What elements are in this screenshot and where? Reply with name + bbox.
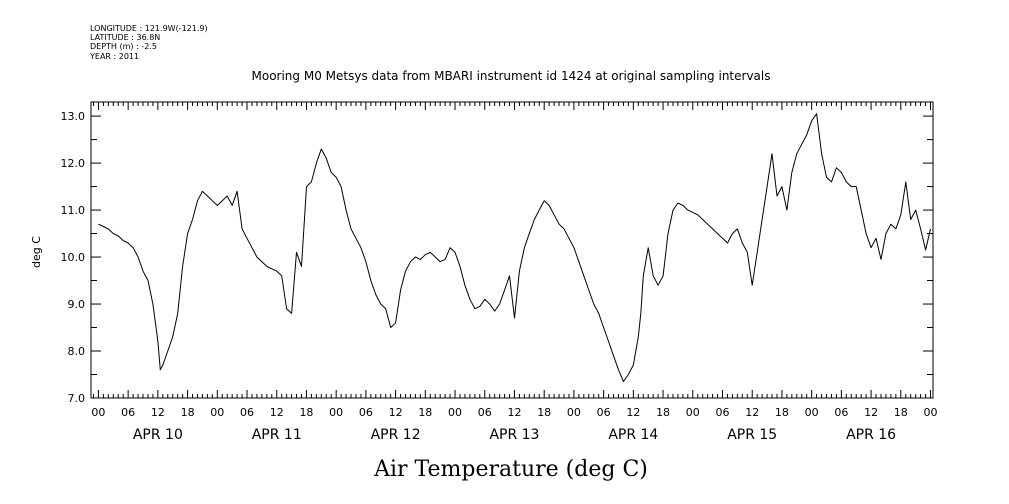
x-day-label: APR 11 <box>252 427 302 443</box>
x-tick-label: 00 <box>686 406 700 419</box>
y-tick-label: 7.0 <box>68 392 86 405</box>
year-label: YEAR : 2011 <box>89 52 139 61</box>
y-tick-label: 9.0 <box>68 298 86 311</box>
y-axis-label: deg C <box>30 236 43 268</box>
x-tick-label: 18 <box>299 406 313 419</box>
y-tick-label: 13.0 <box>61 110 86 123</box>
x-tick-label: 06 <box>478 406 492 419</box>
x-tick-label: 00 <box>329 406 343 419</box>
x-tick-label: 18 <box>418 406 432 419</box>
x-tick-label: 06 <box>359 406 373 419</box>
x-tick-label: 18 <box>181 406 195 419</box>
axes: 7.0 8.0 9.0 10.0 11.0 12.0 13.0 00 06 12 18 00 06 12 1… <box>61 101 938 443</box>
plot-frame <box>90 101 934 399</box>
x-tick-label: 00 <box>567 406 581 419</box>
x-day-label: APR 12 <box>371 427 421 443</box>
x-tick-label: 12 <box>270 406 284 419</box>
x-tick-label: 18 <box>656 406 670 419</box>
x-tick-label: 12 <box>626 406 640 419</box>
x-tick-label: 06 <box>597 406 611 419</box>
y-tick-label: 11.0 <box>61 204 86 217</box>
x-tick-label: 06 <box>240 406 254 419</box>
x-axis-label: Air Temperature (deg C) <box>373 457 648 482</box>
x-tick-label: 00 <box>805 406 819 419</box>
x-tick-label: 12 <box>389 406 403 419</box>
longitude-label: LONGITUDE : 121.9W(-121.9) <box>90 24 208 33</box>
x-tick-label: 00 <box>924 406 938 419</box>
x-day-label: APR 14 <box>608 427 658 443</box>
y-tick-label: 12.0 <box>61 157 86 170</box>
latitude-label: LATITUDE : 36.8N <box>90 33 160 42</box>
x-day-label: APR 10 <box>133 427 183 443</box>
x-tick-label: 18 <box>537 406 551 419</box>
x-day-label: APR 16 <box>846 427 896 443</box>
y-tick-label: 8.0 <box>68 345 86 358</box>
series-line <box>98 113 931 383</box>
x-tick-label: 18 <box>775 406 789 419</box>
x-tick-label: 00 <box>91 406 105 419</box>
x-tick-label: 12 <box>151 406 165 419</box>
depth-label: DEPTH (m) : -2.5 <box>90 42 157 51</box>
x-tick-label: 00 <box>448 406 462 419</box>
chart-title: Mooring M0 Metsys data from MBARI instru… <box>252 69 771 83</box>
x-tick-label: 12 <box>745 406 759 419</box>
x-day-label: APR 15 <box>727 427 777 443</box>
x-day-label: APR 13 <box>489 427 539 443</box>
x-tick-label: 12 <box>507 406 521 419</box>
x-tick-label: 12 <box>864 406 878 419</box>
x-tick-label: 00 <box>210 406 224 419</box>
x-tick-label: 06 <box>716 406 730 419</box>
x-tick-label: 06 <box>121 406 135 419</box>
x-tick-label: 06 <box>834 406 848 419</box>
y-tick-label: 10.0 <box>61 251 86 264</box>
x-tick-label: 18 <box>894 406 908 419</box>
marks <box>98 113 931 383</box>
